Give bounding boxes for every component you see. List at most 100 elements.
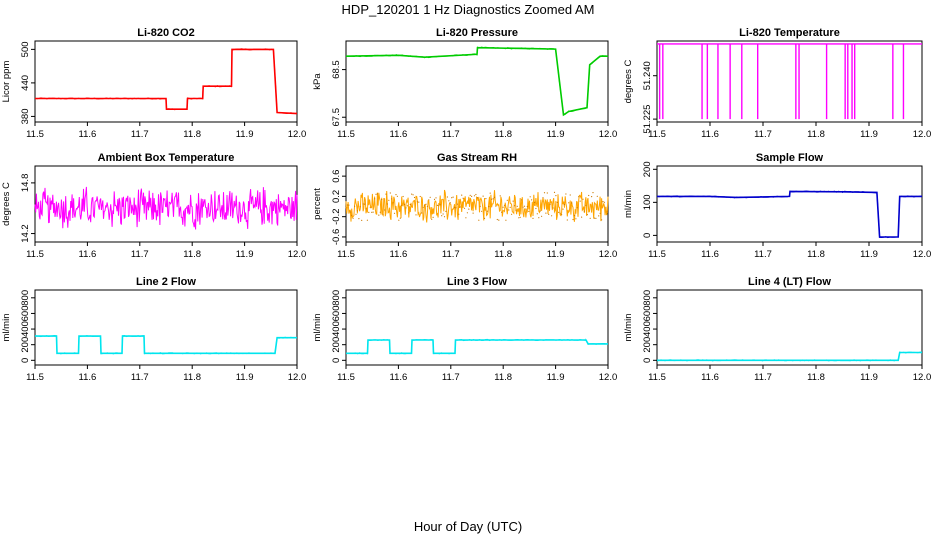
series-point: [385, 193, 387, 195]
series-noise: [657, 351, 923, 362]
series-point: [566, 219, 568, 221]
series-point: [432, 216, 434, 218]
series-point: [348, 204, 350, 206]
y-tick-label: 800: [20, 290, 31, 306]
series-point: [411, 193, 413, 195]
series-point: [479, 205, 481, 207]
series-point: [364, 203, 366, 205]
series-point: [582, 198, 584, 200]
x-tick-label: 11.8: [183, 372, 201, 383]
series-point: [491, 198, 493, 200]
x-tick-label: 11.8: [807, 372, 825, 383]
panel-title: Ambient Box Temperature: [98, 152, 235, 164]
series-point: [523, 205, 526, 207]
series-point: [438, 205, 440, 207]
y-tick-label: 0.2: [331, 190, 342, 203]
series-point: [556, 201, 558, 203]
series-point: [513, 205, 516, 207]
x-tick-label: 11.9: [547, 129, 565, 140]
panel-title: Li-820 CO2: [137, 27, 194, 39]
plot-frame: [34, 40, 298, 123]
x-tick-label: 11.6: [701, 129, 719, 140]
x-tick-label: 11.9: [860, 249, 878, 260]
series-point: [601, 219, 603, 221]
series-point: [428, 199, 430, 201]
series-noise: [34, 334, 298, 355]
series-point: [512, 200, 514, 202]
x-tick-label: 11.8: [494, 249, 512, 260]
series-point: [572, 218, 574, 221]
series-point: [568, 202, 570, 204]
x-tick-label: 11.9: [236, 129, 254, 140]
series-point: [472, 212, 474, 214]
y-tick-label: 440: [20, 75, 31, 91]
series-point: [492, 198, 494, 200]
series-point: [522, 206, 524, 208]
series-point: [503, 204, 506, 206]
x-tick-label: 11.5: [26, 372, 44, 383]
x-tick-label: 12.0: [599, 372, 618, 383]
panel-8: Line 4 (LT) Flow 11.5 11.6 11.7 11.8 11.9 12.0…: [623, 276, 931, 383]
x-tick-label: 12.0: [913, 249, 932, 260]
x-tick-label: 11.5: [337, 372, 355, 383]
series-point: [422, 206, 424, 208]
series-point: [365, 208, 367, 210]
series-point: [593, 217, 596, 219]
series-point: [586, 214, 588, 216]
series-point: [415, 214, 417, 216]
series-point: [536, 213, 538, 215]
series-point: [475, 193, 477, 196]
series-point: [452, 196, 454, 198]
series-point: [425, 203, 427, 205]
series-point: [455, 207, 457, 209]
series-point: [399, 217, 401, 219]
series-point: [498, 219, 500, 221]
x-tick-label: 11.8: [807, 249, 825, 260]
series-point: [516, 205, 518, 207]
panel-title: Line 2 Flow: [136, 276, 196, 288]
x-tick-label: 11.9: [236, 249, 254, 260]
x-tick-label: 11.8: [494, 372, 512, 383]
x-tick-label: 12.0: [599, 249, 618, 260]
y-tick-label: 0: [331, 358, 342, 363]
series-point: [436, 204, 438, 206]
x-tick-label: 11.6: [701, 249, 719, 260]
series-point: [471, 195, 473, 197]
series-point: [525, 208, 527, 210]
series-point: [539, 210, 541, 212]
series-point: [502, 206, 504, 208]
x-tick-label: 11.5: [648, 372, 666, 383]
x-tick-label: 12.0: [913, 372, 932, 383]
series-point: [441, 215, 443, 217]
y-axis-label: ml/min: [623, 314, 634, 342]
series-noise: [345, 338, 609, 355]
series-point: [489, 192, 491, 194]
series-noise: [34, 48, 298, 115]
series-point: [369, 206, 371, 208]
y-tick-label: 200: [642, 161, 653, 177]
y-axis-label: ml/min: [312, 314, 323, 342]
x-tick-label: 11.8: [807, 129, 825, 140]
series-point: [405, 207, 407, 209]
series-point: [488, 205, 490, 208]
x-tick-label: 11.5: [26, 129, 44, 140]
series-point: [549, 203, 551, 205]
x-tick-label: 11.6: [390, 372, 408, 383]
series-point: [599, 212, 601, 214]
series-point: [495, 205, 497, 207]
y-axis-label: ml/min: [623, 190, 634, 218]
series-point: [589, 217, 591, 219]
series-point: [355, 213, 357, 215]
y-tick-label: 400: [331, 321, 342, 337]
series-point: [403, 203, 406, 205]
series-noise: [345, 46, 609, 116]
panel-1: Li-820 Pressure 11.5 11.6 11.7 11.8 11.9 12.0 6…: [312, 27, 617, 140]
series-point: [435, 197, 437, 199]
y-tick-label: 51.225: [642, 105, 653, 134]
x-tick-label: 11.8: [183, 129, 201, 140]
y-axis-label: degrees C: [1, 182, 12, 226]
series-point: [366, 219, 368, 221]
series-point: [533, 201, 536, 203]
series-point: [392, 202, 394, 204]
y-tick-label: 400: [20, 321, 31, 337]
